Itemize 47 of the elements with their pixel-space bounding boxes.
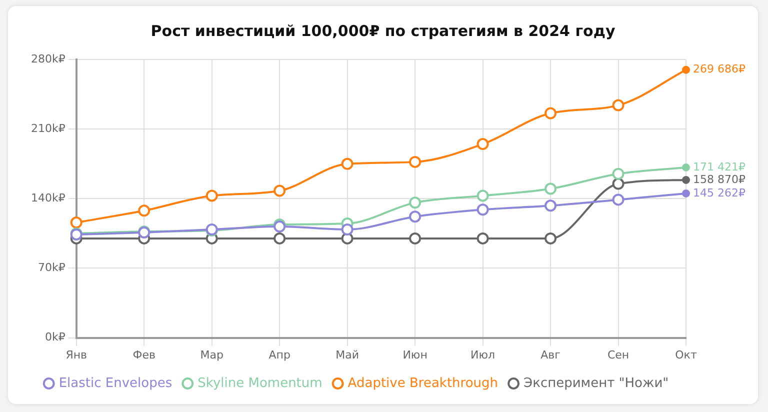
point	[544, 200, 557, 212]
data-label: 269 686₽	[693, 62, 746, 76]
point	[138, 204, 150, 217]
x-tick-label: Мар	[200, 348, 224, 362]
data-label: 145 262₽	[693, 186, 746, 200]
point	[476, 138, 489, 150]
point	[476, 232, 489, 244]
x-tick-label: Авг	[540, 348, 561, 362]
point	[544, 182, 557, 195]
chart-title: Рост инвестиций 100,000₽ по стратегиям в 2024 году	[150, 22, 616, 40]
x-tick-label: Июл	[470, 348, 496, 362]
legend-label: Skyline Momentum	[198, 376, 322, 391]
point	[544, 232, 557, 244]
legend-label: Adaptive Breakthrough	[348, 376, 498, 391]
point	[70, 216, 82, 229]
y-tick-label: 140k₽	[30, 192, 66, 205]
x-tick-label: Апр	[268, 348, 290, 362]
point	[274, 232, 286, 244]
x-tick-label: Июн	[402, 348, 428, 362]
point	[544, 107, 557, 120]
y-tick-label: 210k₽	[30, 122, 66, 136]
y-tick-label: 0k₽	[44, 330, 66, 344]
point	[476, 204, 489, 216]
x-tick-label: Сен	[607, 348, 630, 362]
point	[612, 99, 624, 112]
legend-label: Elastic Envelopes	[58, 376, 172, 391]
point	[476, 190, 489, 202]
point	[206, 190, 218, 202]
point	[612, 168, 624, 180]
x-tick-label: Янв	[66, 348, 88, 362]
y-tick-label: 280k₽	[30, 52, 66, 66]
data-label: 171 421₽	[693, 160, 746, 174]
point	[409, 210, 422, 223]
x-tick-label: Окт	[675, 348, 698, 362]
point	[341, 158, 354, 170]
y-tick-label: 70k₽	[38, 261, 66, 274]
point	[409, 232, 422, 244]
data-label: 158 870₽	[693, 172, 746, 186]
point	[612, 194, 624, 206]
x-tick-label: Фев	[132, 348, 156, 362]
point	[612, 178, 624, 190]
x-tick-label: Май	[336, 348, 360, 362]
point	[409, 196, 422, 209]
point	[341, 224, 354, 236]
point	[274, 184, 286, 197]
point	[409, 156, 422, 168]
legend-label: Эксперимент "Ножи"	[524, 376, 669, 391]
